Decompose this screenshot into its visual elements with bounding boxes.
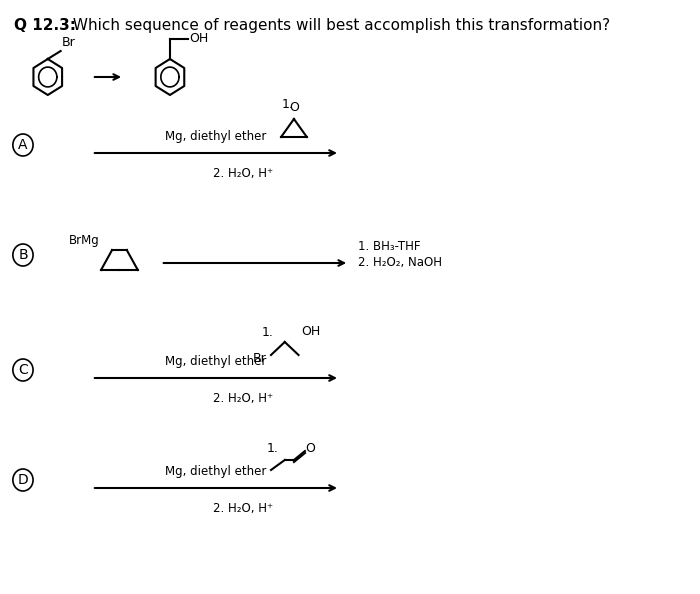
Text: OH: OH — [189, 33, 209, 46]
Text: OH: OH — [301, 325, 321, 338]
Text: 2. H₂O₂, NaOH: 2. H₂O₂, NaOH — [358, 256, 442, 269]
Text: D: D — [18, 473, 28, 487]
Text: BrMg: BrMg — [69, 234, 99, 247]
Text: 2. H₂O, H⁺: 2. H₂O, H⁺ — [214, 392, 274, 405]
Text: Br: Br — [62, 36, 76, 49]
Text: 1.: 1. — [262, 326, 274, 339]
Text: Mg, diethyl ether: Mg, diethyl ether — [165, 465, 267, 478]
Text: 1.: 1. — [282, 97, 294, 110]
Text: Mg, diethyl ether: Mg, diethyl ether — [165, 130, 267, 143]
Text: Br: Br — [253, 352, 267, 365]
Text: O: O — [289, 101, 299, 114]
Text: 1. BH₃-THF: 1. BH₃-THF — [358, 240, 421, 253]
Text: Q 12.3:: Q 12.3: — [14, 18, 76, 33]
Text: 2. H₂O, H⁺: 2. H₂O, H⁺ — [214, 502, 274, 515]
Text: Mg, diethyl ether: Mg, diethyl ether — [165, 355, 267, 368]
Text: A: A — [18, 138, 28, 152]
Text: 1.: 1. — [267, 443, 279, 456]
Text: 2. H₂O, H⁺: 2. H₂O, H⁺ — [214, 167, 274, 180]
Text: O: O — [305, 443, 315, 456]
Text: Which sequence of reagents will best accomplish this transformation?: Which sequence of reagents will best acc… — [68, 18, 610, 33]
Text: B: B — [18, 248, 28, 262]
Text: C: C — [18, 363, 28, 377]
